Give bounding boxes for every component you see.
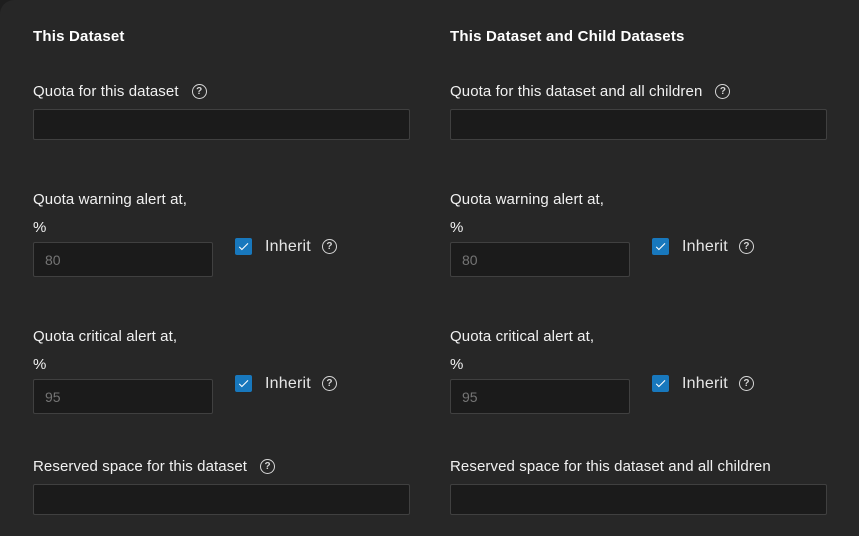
inherit-checkbox[interactable] [235, 375, 252, 392]
field-quota-this-dataset: Quota for this dataset ? [33, 83, 410, 140]
check-icon [238, 380, 249, 388]
inherit-control: Inherit ? [652, 238, 754, 255]
field-reserved-space-children: Reserved space for this dataset and all … [450, 458, 827, 515]
inherit-control: Inherit ? [652, 375, 754, 392]
help-icon[interactable]: ? [321, 239, 337, 254]
field-quota-all-children: Quota for this dataset and all children … [450, 83, 827, 140]
quota-warning-label: Quota warning alert at, [450, 191, 605, 208]
section-title-this-dataset: This Dataset [33, 28, 125, 45]
inherit-checkbox[interactable] [235, 238, 252, 255]
percent-label: % [33, 356, 47, 373]
help-icon[interactable]: ? [191, 84, 207, 99]
field-quota-critical: Quota critical alert at, % Inherit ? [33, 323, 410, 414]
help-icon[interactable]: ? [738, 376, 754, 391]
quota-critical-label: Quota critical alert at, [33, 328, 178, 345]
section-title-child-datasets: This Dataset and Child Datasets [450, 28, 685, 45]
inherit-label: Inherit [682, 374, 728, 392]
field-quota-critical: Quota critical alert at, % Inherit ? [450, 323, 827, 414]
quota-warning-input[interactable] [450, 242, 630, 277]
column-this-dataset: This Dataset Quota for this dataset ? Qu… [33, 28, 410, 515]
quota-warning-input[interactable] [33, 242, 213, 277]
check-icon [655, 380, 666, 388]
quota-input[interactable] [33, 109, 410, 140]
column-child-datasets: This Dataset and Child Datasets Quota fo… [450, 28, 827, 515]
reserved-label: Reserved space for this dataset [33, 458, 248, 475]
check-icon [655, 243, 666, 251]
help-icon[interactable]: ? [260, 459, 276, 474]
reserved-label: Reserved space for this dataset and all … [450, 458, 771, 475]
inherit-control: Inherit ? [235, 238, 337, 255]
reserved-input[interactable] [33, 484, 410, 515]
check-icon [238, 243, 249, 251]
help-icon[interactable]: ? [715, 84, 731, 99]
field-reserved-space: Reserved space for this dataset ? [33, 458, 410, 515]
quota-critical-input[interactable] [33, 379, 213, 414]
quota-critical-input[interactable] [450, 379, 630, 414]
field-quota-warning: Quota warning alert at, % Inherit ? [33, 186, 410, 277]
help-icon[interactable]: ? [321, 376, 337, 391]
percent-label: % [33, 219, 47, 236]
inherit-label: Inherit [265, 237, 311, 255]
percent-label: % [450, 219, 464, 236]
help-icon[interactable]: ? [738, 239, 754, 254]
inherit-control: Inherit ? [235, 375, 337, 392]
field-quota-warning: Quota warning alert at, % Inherit ? [450, 186, 827, 277]
quota-critical-label: Quota critical alert at, [450, 328, 595, 345]
quota-input[interactable] [450, 109, 827, 140]
quota-warning-label: Quota warning alert at, [33, 191, 188, 208]
inherit-label: Inherit [682, 237, 728, 255]
quota-columns: This Dataset Quota for this dataset ? Qu… [33, 28, 827, 515]
inherit-checkbox[interactable] [652, 238, 669, 255]
inherit-label: Inherit [265, 374, 311, 392]
quota-label: Quota for this dataset [33, 83, 179, 100]
quota-label: Quota for this dataset and all children [450, 83, 703, 100]
reserved-input[interactable] [450, 484, 827, 515]
percent-label: % [450, 356, 464, 373]
inherit-checkbox[interactable] [652, 375, 669, 392]
